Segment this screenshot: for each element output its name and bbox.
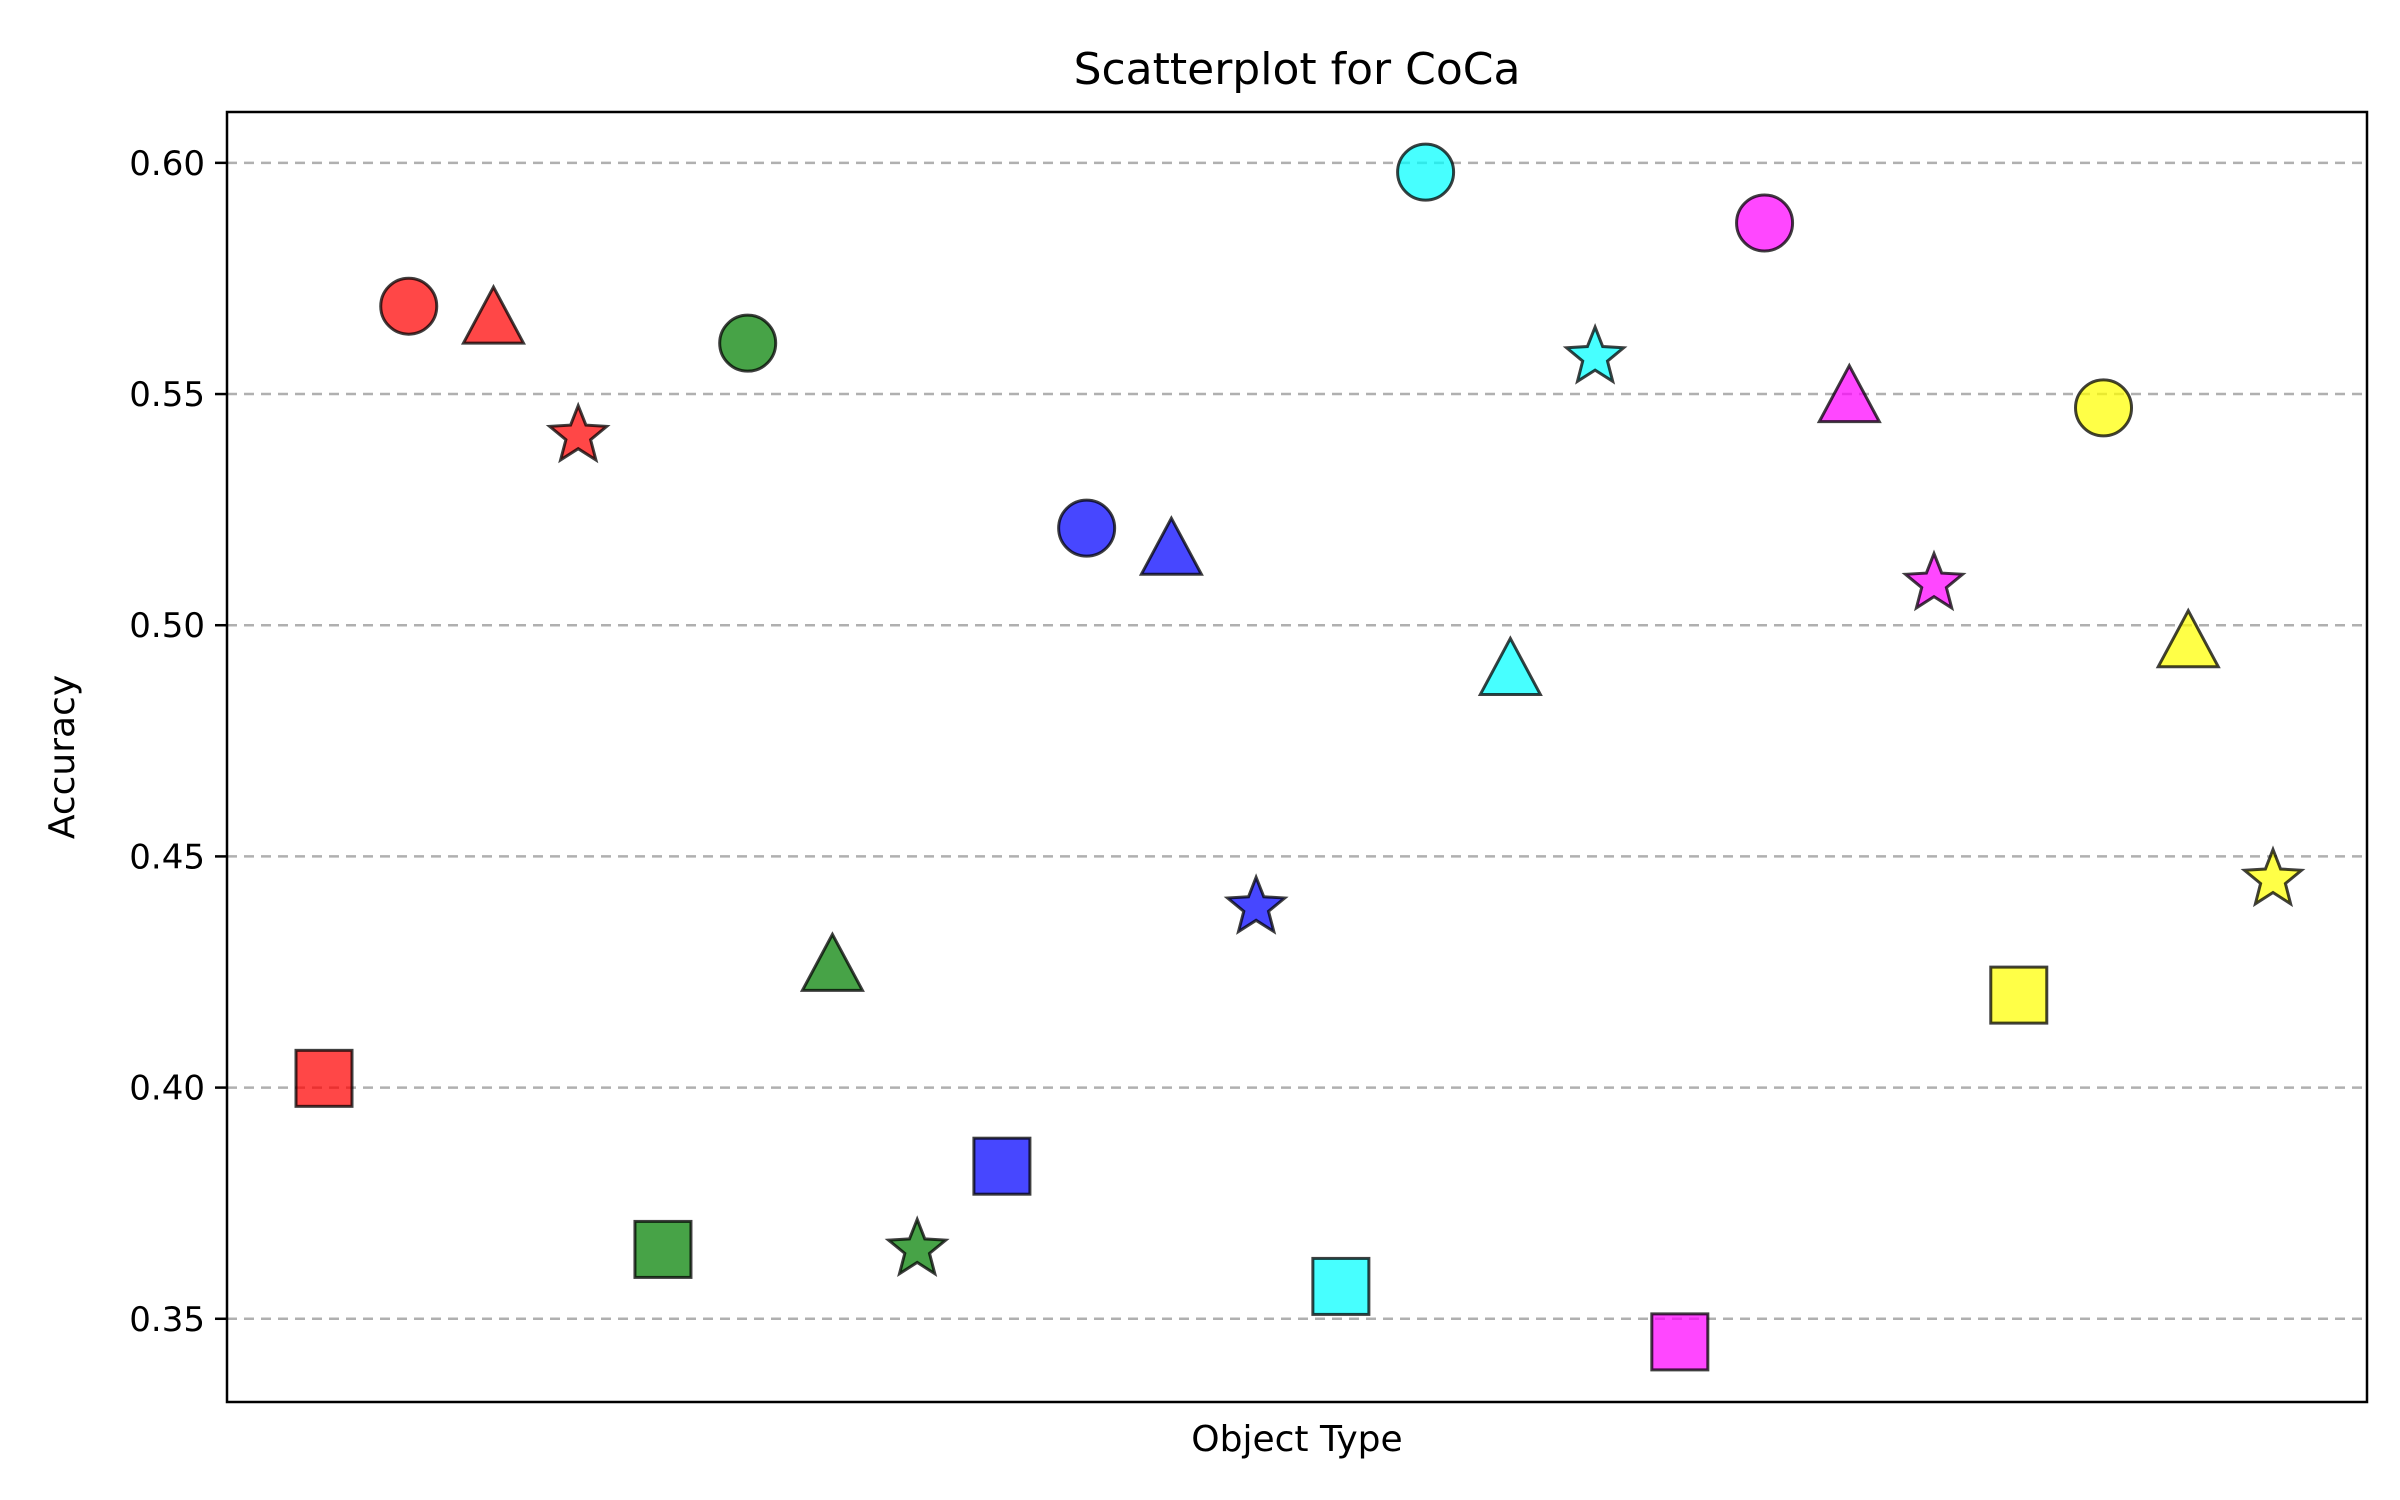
data-point-red-circle <box>379 276 439 336</box>
y-tick-label: 0.55 <box>129 375 205 415</box>
data-point-cyan-square <box>1311 1256 1371 1316</box>
grid-lines <box>227 161 2367 1321</box>
data-point-cyan-circle <box>1396 142 1456 202</box>
data-point-cyan-star <box>1562 323 1628 385</box>
data-point-blue-square <box>972 1136 1032 1196</box>
plot-area-frame <box>225 110 2369 1404</box>
data-point-magenta-circle <box>1735 193 1795 253</box>
y-axis-label: Accuracy <box>42 675 83 839</box>
data-point-yellow-square <box>1989 965 2049 1025</box>
y-tick-label: 0.45 <box>129 837 205 877</box>
x-axis-label: Object Type <box>1191 1419 1402 1460</box>
data-point-yellow-triangle <box>2155 607 2221 669</box>
y-tick-label: 0.35 <box>129 1300 205 1340</box>
data-point-yellow-star <box>2240 845 2306 908</box>
y-tick-label: 0.60 <box>129 144 205 184</box>
data-point-magenta-triangle <box>1816 362 1882 424</box>
data-point-blue-triangle <box>1138 515 1204 576</box>
data-point-red-triangle <box>460 283 526 345</box>
data-point-green-triangle <box>799 931 865 992</box>
chart-title: Scatterplot for CoCa <box>1074 44 1521 95</box>
data-point-green-star <box>884 1215 950 1278</box>
y-tick-label: 0.40 <box>129 1069 205 1109</box>
y-axis-ticks: 0.35 0.40 0.45 0.50 0.55 0.60 <box>129 144 227 1340</box>
data-point-blue-circle <box>1057 498 1117 558</box>
y-tick-label: 0.50 <box>129 606 205 646</box>
data-point-green-circle <box>718 313 778 373</box>
data-point-green-square <box>633 1219 693 1279</box>
data-markers <box>294 142 2306 1372</box>
data-point-magenta-square <box>1650 1312 1710 1372</box>
data-point-red-star <box>545 401 611 464</box>
data-point-yellow-circle <box>2074 378 2134 438</box>
data-point-red-square <box>294 1048 354 1108</box>
data-point-cyan-triangle <box>1477 635 1543 696</box>
data-point-blue-star <box>1223 873 1289 935</box>
data-point-magenta-star <box>1901 549 1967 612</box>
